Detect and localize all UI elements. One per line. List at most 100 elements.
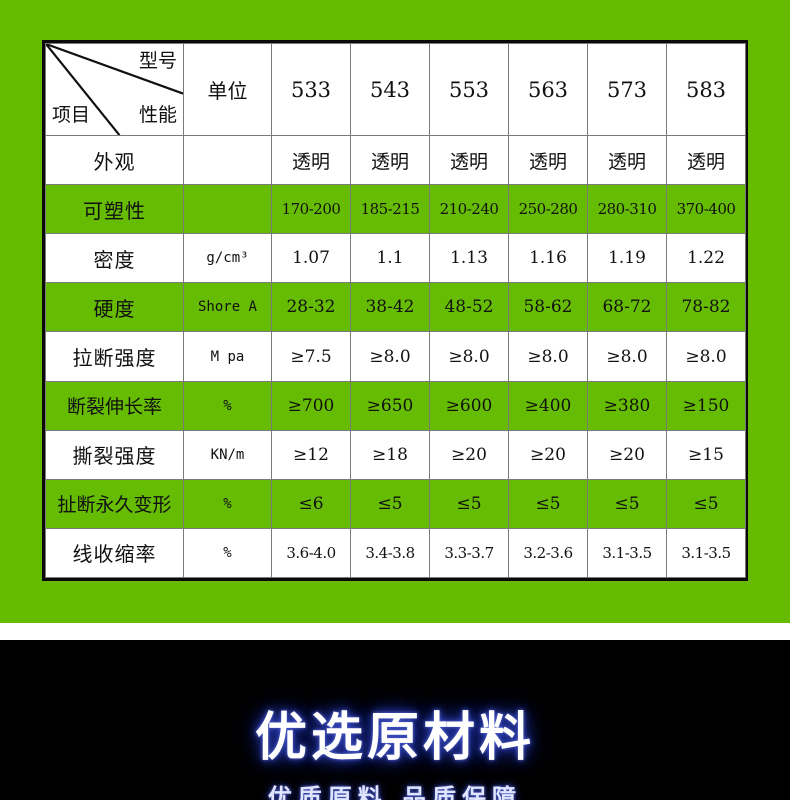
cell-value: 透明 <box>666 135 746 186</box>
row-unit: M pa <box>183 331 272 382</box>
cell-value: 78-82 <box>666 282 746 333</box>
cell-value: 透明 <box>271 135 351 186</box>
banner-section: 优选原材料 优质原料 品质保障 <box>0 640 790 800</box>
row-item-label: 线收缩率 <box>45 527 184 579</box>
cell-value: 38-42 <box>350 282 430 333</box>
header-model-553: 553 <box>429 42 509 137</box>
cell-value: ≤6 <box>271 478 351 529</box>
table-row: 扯断永久变形 % ≤6 ≤5 ≤5 ≤5 ≤5 ≤5 <box>45 478 746 529</box>
cell-value: ≤5 <box>666 478 746 529</box>
row-item-label: 断裂伸长率 <box>45 380 184 431</box>
table-row: 断裂伸长率 % ≥700 ≥650 ≥600 ≥400 ≥380 ≥150 <box>45 380 746 431</box>
row-item-label: 可塑性 <box>45 184 184 235</box>
spec-panel: 型号 性能 项目 单位 533 543 553 563 573 583 <box>0 0 790 623</box>
table-row: 密度 g/cm³ 1.07 1.1 1.13 1.16 1.19 1.22 <box>45 233 746 284</box>
cell-value: 3.1-3.5 <box>587 527 667 579</box>
spec-table-container: 型号 性能 项目 单位 533 543 553 563 573 583 <box>42 40 748 581</box>
cell-value: ≥650 <box>350 380 430 431</box>
spec-table-body: 型号 性能 项目 单位 533 543 553 563 573 583 <box>45 42 746 579</box>
header-unit: 单位 <box>183 42 272 137</box>
cell-value: ≥8.0 <box>666 331 746 382</box>
row-item-label: 密度 <box>45 233 184 284</box>
row-item-label: 撕裂强度 <box>45 429 184 480</box>
row-unit: KN/m <box>183 429 272 480</box>
cell-value: 3.4-3.8 <box>350 527 430 579</box>
cell-value: 1.13 <box>429 233 509 284</box>
cell-value: ≥600 <box>429 380 509 431</box>
cell-value: 3.3-3.7 <box>429 527 509 579</box>
table-row: 线收缩率 % 3.6-4.0 3.4-3.8 3.3-3.7 3.2-3.6 3… <box>45 527 746 579</box>
row-item-label: 拉断强度 <box>45 331 184 382</box>
row-unit <box>183 135 272 186</box>
cell-value: 1.22 <box>666 233 746 284</box>
header-model-563: 563 <box>508 42 588 137</box>
cell-value: ≥400 <box>508 380 588 431</box>
cell-value: 透明 <box>508 135 588 186</box>
cell-value: 3.2-3.6 <box>508 527 588 579</box>
cell-value: ≤5 <box>508 478 588 529</box>
cell-value: ≥150 <box>666 380 746 431</box>
row-item-label: 硬度 <box>45 282 184 333</box>
cell-value: 250-280 <box>508 184 588 235</box>
table-row: 撕裂强度 KN/m ≥12 ≥18 ≥20 ≥20 ≥20 ≥15 <box>45 429 746 480</box>
cell-value: 68-72 <box>587 282 667 333</box>
cell-value: 透明 <box>587 135 667 186</box>
cell-value: 3.1-3.5 <box>666 527 746 579</box>
cell-value: ≥15 <box>666 429 746 480</box>
corner-diagonal-lines-icon <box>46 44 183 135</box>
cell-value: ≤5 <box>350 478 430 529</box>
cell-value: ≥7.5 <box>271 331 351 382</box>
cell-value: 3.6-4.0 <box>271 527 351 579</box>
spec-table: 型号 性能 项目 单位 533 543 553 563 573 583 <box>45 42 746 579</box>
row-unit: % <box>183 478 272 529</box>
cell-value: ≥20 <box>587 429 667 480</box>
cell-value: ≥18 <box>350 429 430 480</box>
cell-value: 1.07 <box>271 233 351 284</box>
section-divider <box>0 623 790 640</box>
header-model-543: 543 <box>350 42 430 137</box>
cell-value: ≥20 <box>429 429 509 480</box>
cell-value: ≤5 <box>587 478 667 529</box>
row-unit: g/cm³ <box>183 233 272 284</box>
table-row: 可塑性 170-200 185-215 210-240 250-280 280-… <box>45 184 746 235</box>
cell-value: 370-400 <box>666 184 746 235</box>
cell-value: 1.1 <box>350 233 430 284</box>
banner-subtitle: 优质原料 品质保障 <box>267 784 523 800</box>
cell-value: 185-215 <box>350 184 430 235</box>
cell-value: 1.16 <box>508 233 588 284</box>
corner-header-cell: 型号 性能 项目 <box>45 42 184 137</box>
cell-value: 透明 <box>350 135 430 186</box>
corner-label-project: 项目 <box>52 104 91 127</box>
cell-value: 透明 <box>429 135 509 186</box>
row-unit: % <box>183 527 272 579</box>
table-row: 拉断强度 M pa ≥7.5 ≥8.0 ≥8.0 ≥8.0 ≥8.0 ≥8.0 <box>45 331 746 382</box>
cell-value: 170-200 <box>271 184 351 235</box>
banner-title: 优选原材料 <box>254 708 535 768</box>
corner-label-performance: 性能 <box>138 104 177 127</box>
cell-value: 28-32 <box>271 282 351 333</box>
cell-value: ≥8.0 <box>508 331 588 382</box>
cell-value: ≤5 <box>429 478 509 529</box>
table-header-row: 型号 性能 项目 单位 533 543 553 563 573 583 <box>45 42 746 137</box>
row-unit <box>183 184 272 235</box>
cell-value: 1.19 <box>587 233 667 284</box>
cell-value: 48-52 <box>429 282 509 333</box>
cell-value: 210-240 <box>429 184 509 235</box>
row-item-label: 扯断永久变形 <box>45 478 184 529</box>
header-model-573: 573 <box>587 42 667 137</box>
cell-value: ≥20 <box>508 429 588 480</box>
table-row: 外观 透明 透明 透明 透明 透明 透明 <box>45 135 746 186</box>
cell-value: 280-310 <box>587 184 667 235</box>
table-row: 硬度 Shore A 28-32 38-42 48-52 58-62 68-72… <box>45 282 746 333</box>
corner-label-model: 型号 <box>138 50 177 72</box>
cell-value: ≥8.0 <box>587 331 667 382</box>
cell-value: ≥8.0 <box>429 331 509 382</box>
header-model-583: 583 <box>666 42 746 137</box>
cell-value: ≥8.0 <box>350 331 430 382</box>
header-model-533: 533 <box>271 42 351 137</box>
cell-value: ≥12 <box>271 429 351 480</box>
row-item-label: 外观 <box>45 135 184 186</box>
row-unit: % <box>183 380 272 431</box>
cell-value: ≥380 <box>587 380 667 431</box>
